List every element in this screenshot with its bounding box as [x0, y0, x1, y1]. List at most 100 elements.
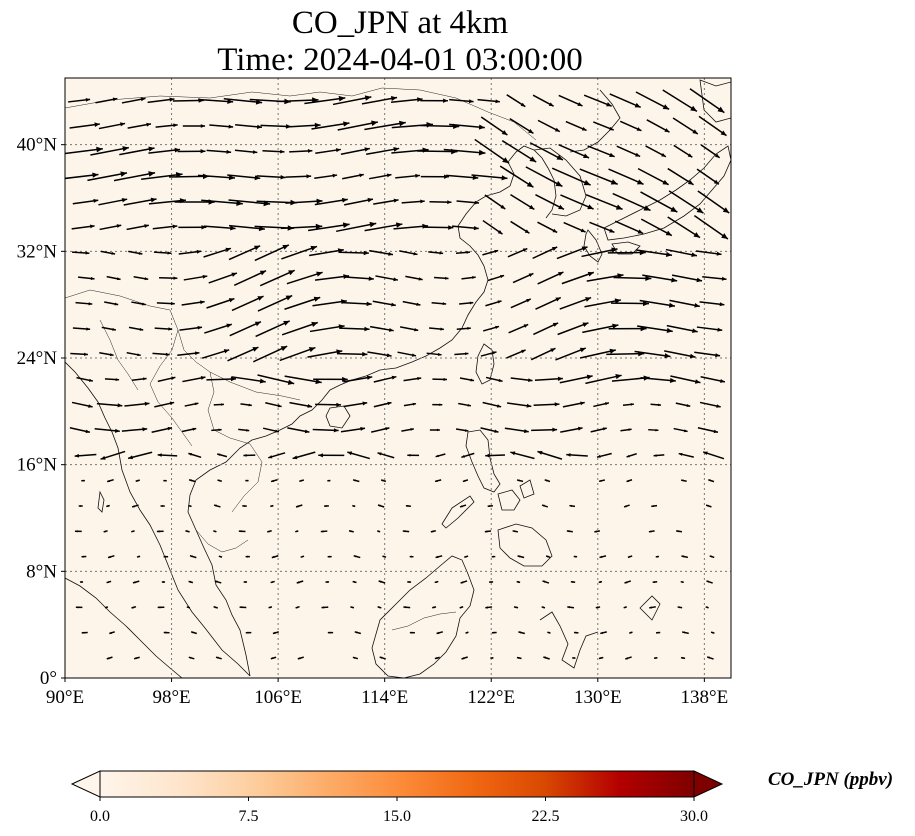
wind-vector-arrow [133, 276, 149, 281]
wind-vector-arrow [696, 326, 723, 332]
colorbar-tick-label: 22.5 [532, 808, 560, 825]
wind-vector-arrow [689, 88, 725, 114]
wind-vector-arrow [405, 275, 423, 281]
wind-vector-arrow [206, 149, 232, 154]
wind-vector-arrow [186, 606, 191, 609]
wind-vector-arrow [449, 123, 485, 130]
wind-vector-arrow [197, 174, 235, 181]
wind-vector-arrow [369, 325, 394, 332]
wind-vector-arrow [289, 149, 313, 153]
wind-vector-arrow [426, 352, 442, 356]
wind-vector-arrow [338, 250, 369, 256]
wind-vector-arrow [681, 631, 689, 635]
wind-vector-arrow [611, 300, 650, 307]
wind-vector-arrow [123, 197, 157, 206]
wind-vector-arrow [456, 200, 480, 205]
country-borders [65, 87, 537, 631]
wind-vector-arrow [318, 453, 345, 458]
wind-vector-arrow [561, 271, 595, 285]
wind-vector-arrow [652, 580, 658, 584]
lon-tick-label: 98°E [152, 687, 190, 708]
wind-vector-arrow [646, 119, 670, 133]
coastline-mainland [65, 145, 557, 677]
lat-tick-label: 40°N [17, 135, 58, 156]
wind-vector-arrow [203, 247, 232, 258]
wind-vector-arrow [443, 148, 486, 156]
wind-vector-arrow [217, 479, 222, 483]
wind-vector-arrow [131, 301, 146, 306]
wind-vector-arrow [635, 91, 670, 111]
wind-vector-arrow [455, 250, 471, 254]
wind-vector-arrow [581, 247, 618, 258]
wind-vector-arrow [435, 555, 443, 559]
wind-vector-arrow [669, 299, 700, 308]
wind-vector-arrow [152, 224, 178, 230]
wind-vector-arrow [420, 174, 449, 179]
wind-vector-arrow [680, 479, 687, 482]
wind-vector-arrow [482, 401, 502, 408]
wind-vector-arrow [100, 450, 126, 460]
wind-vector-arrow [485, 376, 503, 383]
wind-vector-arrow [594, 530, 601, 533]
wind-vector-arrow [435, 453, 446, 458]
wind-vector-arrow [710, 631, 715, 634]
wind-vector-arrow [485, 300, 502, 307]
wind-vector-arrow [535, 194, 565, 210]
border-line [391, 611, 457, 631]
wind-vector-arrow [517, 555, 525, 559]
wind-vector-arrow [181, 427, 197, 433]
wind-vector-arrow [163, 555, 169, 558]
wind-vector-arrow [627, 555, 633, 559]
wind-vector-arrow [257, 294, 293, 312]
wind-vector-arrow [639, 299, 676, 308]
wind-vector-arrow [78, 276, 95, 281]
wind-vector-arrow [705, 504, 712, 508]
wind-vector-arrow [430, 530, 436, 533]
wind-vector-arrow [373, 375, 397, 383]
wind-vector-arrow [70, 352, 88, 356]
wind-vector-arrow [371, 427, 390, 433]
wind-vector-arrow [558, 144, 590, 159]
wind-vector-arrow [242, 504, 247, 508]
wind-vector-arrow [537, 119, 561, 133]
wind-vector-arrow [651, 504, 658, 508]
wind-vector-arrow [459, 377, 475, 382]
latitude-axis: 0° 8°N 16°N 24°N 32°N 40°N [17, 135, 65, 689]
border-line [319, 87, 537, 141]
wind-vector-arrow [106, 504, 110, 508]
wind-vector-arrow [446, 174, 479, 180]
wind-vector-arrow [667, 216, 701, 239]
wind-vector-arrow [160, 504, 165, 508]
lat-tick-label: 0° [40, 668, 57, 689]
wind-vector-arrow [420, 98, 448, 103]
wind-vector-arrow [609, 93, 642, 109]
wind-vector-arrow [96, 402, 123, 408]
wind-vector-arrow [555, 347, 587, 361]
wind-vector-arrow [366, 146, 400, 155]
wind-vector-arrow [106, 580, 112, 584]
wind-vector-arrow [506, 349, 526, 359]
wind-vector-arrow [342, 173, 364, 180]
wind-vector-arrow [213, 403, 224, 406]
wind-vector-arrow [233, 270, 267, 286]
wind-vector-arrow [159, 276, 178, 280]
wind-vector-arrow [702, 276, 727, 281]
wind-vector-arrow [163, 631, 170, 634]
wind-vector-arrow [126, 224, 149, 231]
wind-vector-arrow [243, 454, 256, 457]
wind-vector-arrow [152, 352, 170, 357]
wind-vector-arrow [508, 323, 529, 334]
colorbar-extend-low [70, 770, 101, 798]
wind-vector-arrow [533, 402, 560, 407]
wind-vector-arrow [69, 122, 100, 129]
wind-vector-arrow [377, 504, 385, 508]
wind-vector-arrow [284, 375, 322, 385]
wind-vector-arrow [157, 606, 165, 609]
wind-vector-arrow [705, 606, 709, 609]
wind-vector-arrow [573, 631, 579, 634]
wind-vector-arrow [335, 221, 377, 233]
wind-vector-arrow [559, 296, 592, 310]
wind-vector-arrow [315, 402, 342, 407]
wind-vector-arrow [428, 251, 444, 255]
wind-vector-arrow [668, 190, 704, 214]
